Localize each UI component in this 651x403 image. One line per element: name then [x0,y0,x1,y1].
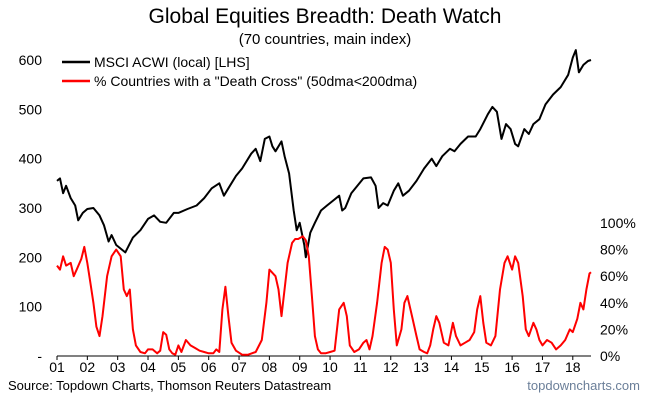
y-left-tick-label: 200 [19,249,43,265]
y-left-tick-label: 400 [19,151,43,167]
x-tick-label: 11 [353,359,368,375]
x-tick-label: 14 [444,359,460,375]
x-tick-label: 07 [231,359,247,375]
legend-label-msci: MSCI ACWI (local) [LHS] [94,54,250,70]
brand-watermark: topdowncharts.com [527,378,640,393]
y-right-tick-label: 0% [600,348,620,364]
x-tick-label: 08 [262,359,278,375]
y-right-tick-label: 20% [600,321,628,337]
series-lines [56,49,592,356]
x-tick-label: 09 [292,359,308,375]
series-line-msci-acwi [56,49,592,259]
x-tick-label: 06 [201,359,217,375]
axes: 01 02 03 04 05 06 07 08 09 10 11 12 13 14 15 16 17 18 - 100… [19,52,636,375]
legend: MSCI ACWI (local) [LHS] % Countries with… [62,54,417,89]
chart-subtitle: (70 countries, main index) [239,31,412,48]
x-tick-label: 10 [322,359,338,375]
y-left-tick-label: 500 [19,101,43,117]
x-tick-label: 17 [535,359,551,375]
legend-label-death-cross: % Countries with a "Death Cross" (50dma<… [94,73,417,89]
y-right-tick-label: 80% [600,242,628,258]
y-left-tick-label: - [37,348,42,364]
x-tick-label: 05 [171,359,187,375]
x-tick-label: 16 [504,359,520,375]
y-left-tick-label: 100 [19,299,43,315]
x-tick-label: 04 [140,359,156,375]
x-tick-label: 18 [565,359,581,375]
source-note: Source: Topdown Charts, Thomson Reuters … [8,378,331,393]
chart-title: Global Equities Breadth: Death Watch [149,5,502,28]
y-left-tick-label: 600 [19,52,43,68]
y-left-tick-label: 300 [19,200,43,216]
x-tick-label: 13 [413,359,429,375]
x-tick-label: 03 [110,359,126,375]
x-tick-label: 02 [80,359,96,375]
y-right-tick-label: 40% [600,295,628,311]
x-tick-label: 01 [49,359,65,375]
y-right-tick-label: 60% [600,268,628,284]
x-tick-label: 12 [383,359,399,375]
series-line-death-cross-pct [56,235,592,356]
x-tick-label: 15 [474,359,490,375]
y-right-tick-label: 100% [600,215,636,231]
